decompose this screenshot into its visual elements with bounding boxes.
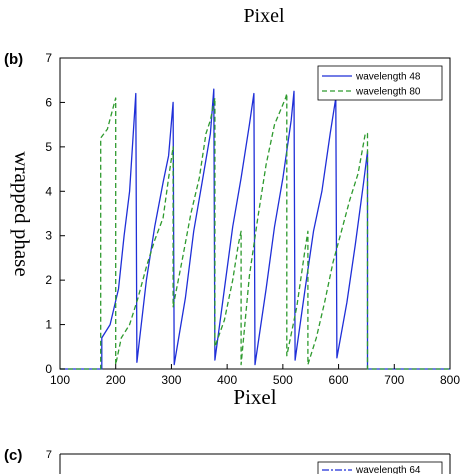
y-tick-label: 1 <box>45 318 52 332</box>
y-tick-label: 7 <box>45 51 52 65</box>
x-tick-label: 600 <box>329 373 349 387</box>
legend: wavelength 48 wavelength 80 <box>317 65 443 101</box>
series-line-wavelength-80 <box>60 92 450 370</box>
y-tick-label: 6 <box>45 95 52 109</box>
x-tick-label: 800 <box>440 373 460 387</box>
x-tick-label: 100 <box>50 373 70 387</box>
legend-box <box>317 65 443 101</box>
y-tick-label: 0 <box>45 362 52 376</box>
x-tick-label: 200 <box>106 373 126 387</box>
panel-c-ytick-top: 7 <box>46 449 52 461</box>
x-tick-label: 400 <box>217 373 237 387</box>
legend-label-wavelength-80: wavelength 80 <box>355 87 421 98</box>
x-axis-label: Pixel <box>233 385 276 409</box>
y-tick-label: 3 <box>45 229 52 243</box>
y-tick-label: 5 <box>45 140 52 154</box>
x-tick-label: 300 <box>161 373 181 387</box>
plot-area: 100 200 300 400 500 600 700 800 0 1 2 3 4 5 6 7 <box>45 51 460 387</box>
legend-label-wavelength-48: wavelength 48 <box>355 72 421 83</box>
panel-c-legend-label: wavelength 64 <box>355 465 421 474</box>
x-tick-label: 500 <box>273 373 293 387</box>
panel-c-legend-box <box>317 461 443 474</box>
y-tick-label: 4 <box>45 184 52 198</box>
y-tick-label: 2 <box>45 273 52 287</box>
series-line-wavelength-48 <box>60 88 450 370</box>
tick-layer: 100 200 300 400 500 600 700 800 0 1 2 3 4 5 6 7 <box>45 51 460 387</box>
top-panel-xlabel: Pixel <box>243 5 285 27</box>
y-axis-label: wrapped phase <box>10 151 34 276</box>
panel-label-b: (b) <box>4 51 23 68</box>
x-tick-label: 700 <box>384 373 404 387</box>
panel-label-c: (c) <box>4 447 22 464</box>
series-layer <box>60 88 450 370</box>
